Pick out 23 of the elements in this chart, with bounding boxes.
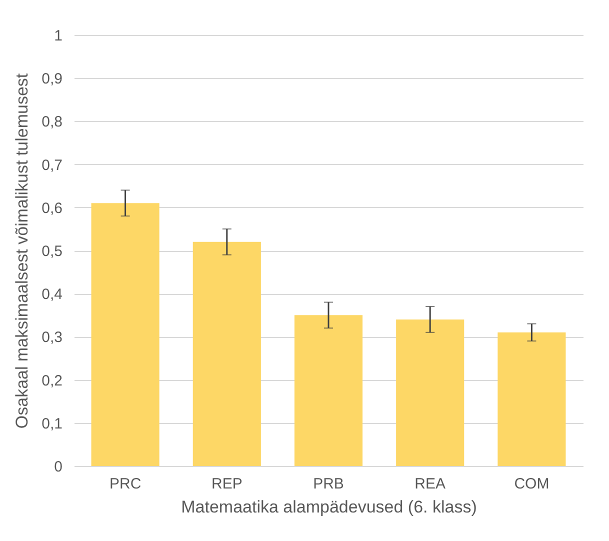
y-tick-label: 0	[54, 458, 62, 476]
bar	[396, 319, 464, 466]
y-tick-label: 0,5	[42, 243, 62, 260]
y-tick-label: 0,2	[42, 372, 62, 390]
y-tick-label: 1	[54, 28, 62, 44]
y-axis-title: Osakaal maksimaalsest võimalikust tulemusest	[12, 73, 32, 429]
y-tick-label: 0,6	[42, 200, 62, 217]
y-tick-label: 0,3	[42, 329, 62, 346]
y-tick-label: 0,7	[42, 156, 62, 174]
x-tick-label: REA	[414, 476, 446, 492]
bar	[91, 203, 160, 466]
y-tick-label: 0,9	[42, 70, 62, 88]
y-tick-label: 0,1	[42, 415, 62, 432]
x-axis-title: Matemaatika alampädevused (6. klass)	[181, 498, 477, 516]
bar	[498, 332, 566, 466]
x-tick-label: PRC	[109, 476, 142, 492]
bar	[192, 242, 261, 466]
x-tick-label: REP	[211, 476, 242, 492]
bar	[294, 315, 363, 466]
y-tick-label: 0,8	[42, 114, 62, 131]
x-tick-label: PRB	[313, 476, 344, 492]
y-tick-label: 0,4	[42, 286, 62, 304]
x-tick-label: COM	[514, 476, 550, 492]
